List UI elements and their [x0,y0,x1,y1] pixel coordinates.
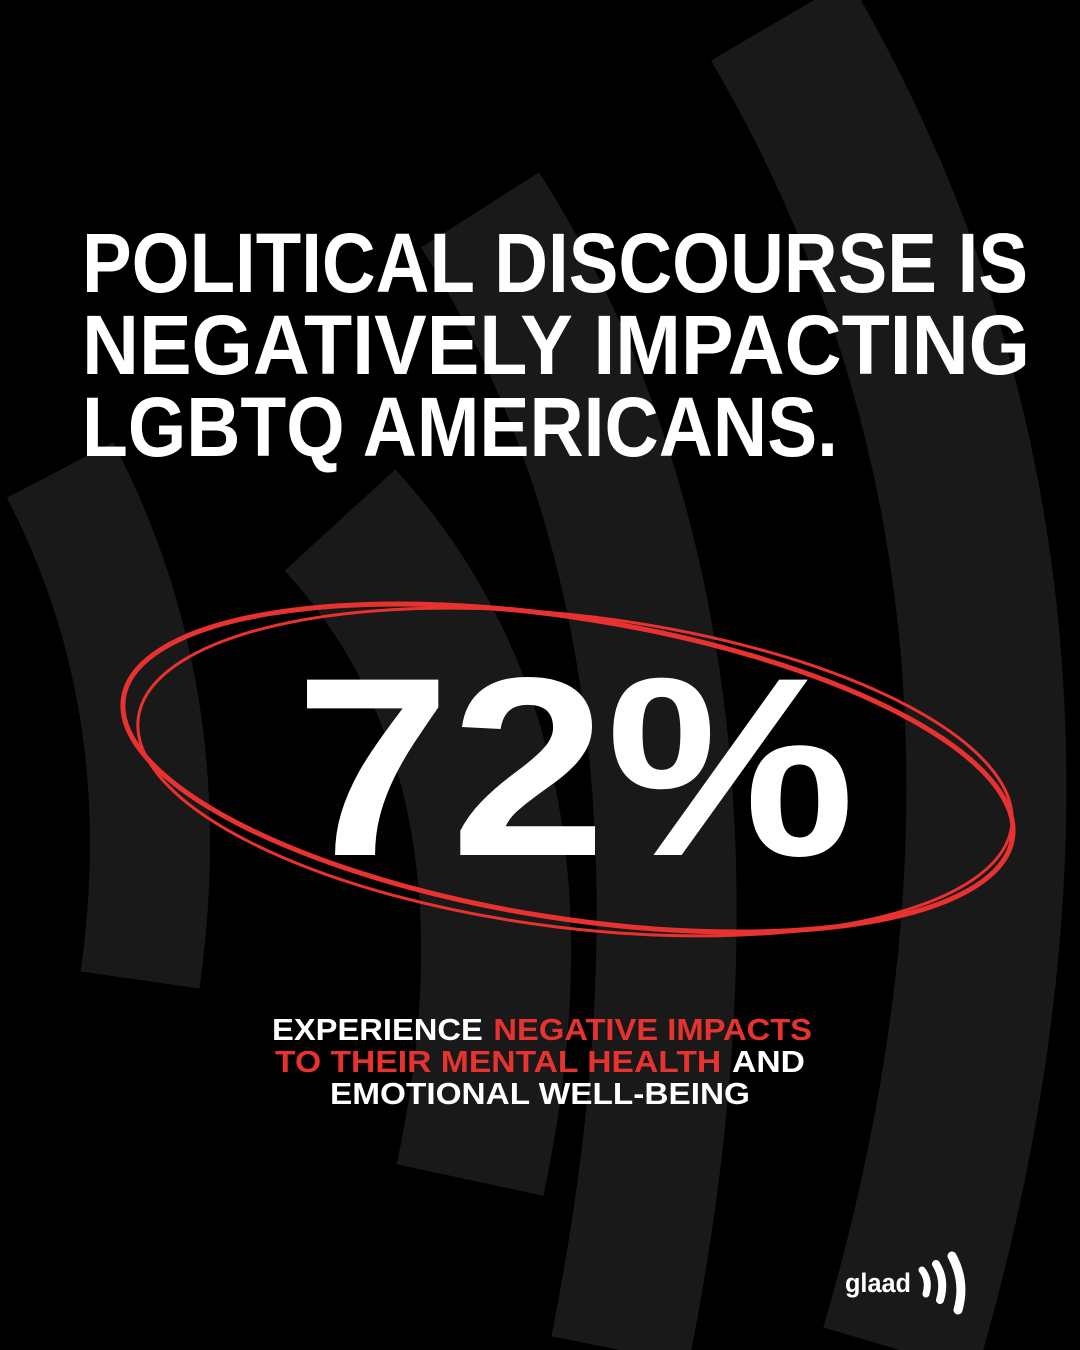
subtitle-line: EMOTIONAL WELL-BEING [330,1076,750,1111]
arc [284,469,572,1196]
logo-mark [918,1251,966,1315]
stat: 72% [295,625,855,910]
logo-stroke [918,1266,931,1298]
headline: POLITICAL DISCOURSE IS NEGATIVELY IMPACT… [82,216,1030,474]
logo-stroke [932,1260,947,1304]
headline-line: LGBTQ AMERICANS. [82,380,838,474]
logo-stroke [947,1251,966,1315]
arc [710,0,1067,1350]
subtitle-text: AND [732,1044,805,1079]
background-arcs [6,0,1067,1350]
headline-line: NEGATIVELY IMPACTING [82,298,1030,392]
subtitle-text: EXPERIENCE [272,1012,483,1047]
circle-scribble [120,601,1016,938]
logo: glaad [845,1251,966,1315]
subtitle-text: EMOTIONAL WELL-BEING [330,1076,750,1111]
logo-text: glaad [845,1268,911,1298]
subtitle-highlight: NEGATIVE IMPACTS [493,1012,812,1047]
subtitle-line: EXPERIENCE NEGATIVE IMPACTS [272,1012,812,1047]
ellipse [120,601,1016,935]
subtitle-highlight: TO THEIR MENTAL HEALTH [275,1044,721,1079]
arc [420,172,737,1350]
subtitle-line: TO THEIR MENTAL HEALTH AND [275,1044,805,1079]
headline-line: POLITICAL DISCOURSE IS [82,216,1028,310]
subtitle: EXPERIENCE NEGATIVE IMPACTS TO THEIR MENT… [272,1012,812,1111]
ellipse [136,606,1014,938]
